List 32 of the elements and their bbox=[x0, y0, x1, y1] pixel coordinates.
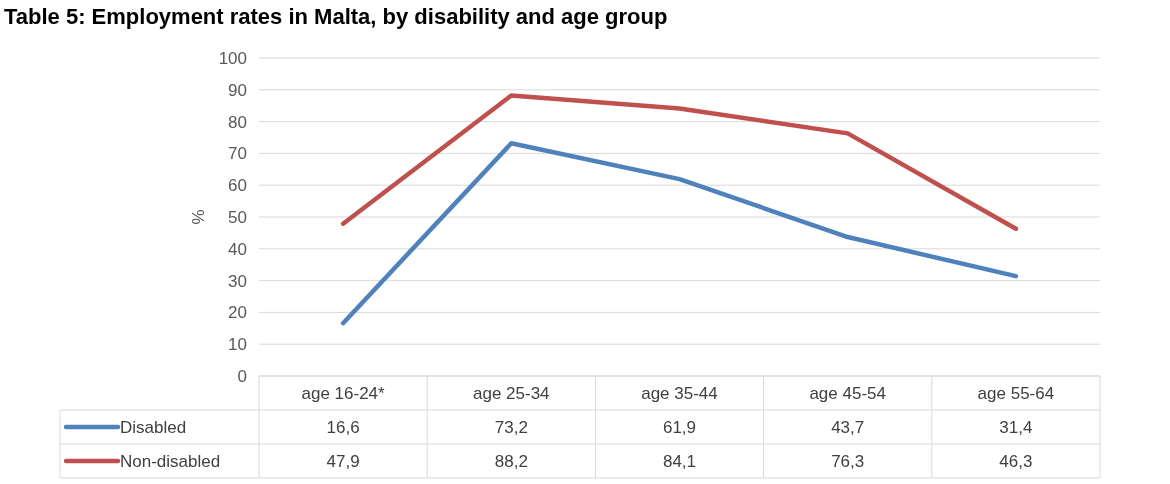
x-tick-label: age 35-44 bbox=[641, 383, 718, 403]
y-tick-label: 80 bbox=[228, 112, 247, 132]
legend-label: Non-disabled bbox=[120, 451, 221, 471]
y-tick-label: 30 bbox=[228, 271, 247, 291]
data-label: 31,4 bbox=[999, 417, 1033, 437]
data-label: 88,2 bbox=[494, 451, 528, 471]
x-tick-label: age 55-64 bbox=[977, 383, 1055, 403]
data-label: 61,9 bbox=[662, 417, 697, 437]
data-label: 16,6 bbox=[326, 417, 360, 437]
y-tick-label: 0 bbox=[237, 366, 247, 386]
chart-title: Table 5: Employment rates in Malta, by disability and age group bbox=[4, 4, 668, 29]
y-tick-label: 90 bbox=[228, 80, 247, 100]
data-label: 73,2 bbox=[494, 417, 528, 437]
data-label: 84,1 bbox=[662, 451, 697, 471]
data-label: 43,7 bbox=[831, 417, 865, 437]
y-tick-label: 60 bbox=[228, 176, 247, 196]
y-axis-title: % bbox=[189, 209, 208, 225]
legend-label: Disabled bbox=[120, 417, 187, 437]
line-series bbox=[340, 140, 1019, 326]
y-tick-label: 100 bbox=[218, 48, 247, 68]
y-tick-label: 70 bbox=[228, 144, 247, 164]
y-tick-label: 20 bbox=[228, 303, 247, 323]
data-label: 46,3 bbox=[999, 451, 1033, 471]
x-tick-label: age 45-54 bbox=[809, 383, 886, 403]
y-tick-label: 10 bbox=[228, 335, 247, 355]
data-label: 47,9 bbox=[326, 451, 360, 471]
line-series bbox=[340, 93, 1019, 232]
x-tick-label: age 25-34 bbox=[473, 383, 550, 403]
data-label: 76,3 bbox=[831, 451, 865, 471]
y-tick-label: 40 bbox=[228, 239, 247, 259]
x-tick-label: age 16-24* bbox=[301, 383, 386, 403]
y-tick-label: 50 bbox=[228, 207, 247, 227]
